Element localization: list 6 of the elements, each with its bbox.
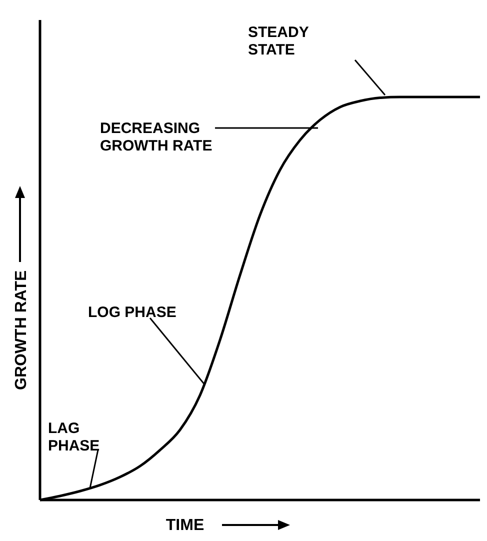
annotation: LOG PHASE <box>88 304 176 321</box>
annotation: DECREASING GROWTH RATE <box>100 120 212 154</box>
annotation: LAG PHASE <box>48 420 100 454</box>
text: STEADY STATE <box>248 24 309 58</box>
y-axis-title: GROWTH RATE <box>13 270 30 390</box>
x-axis-title: TIME <box>166 517 204 534</box>
